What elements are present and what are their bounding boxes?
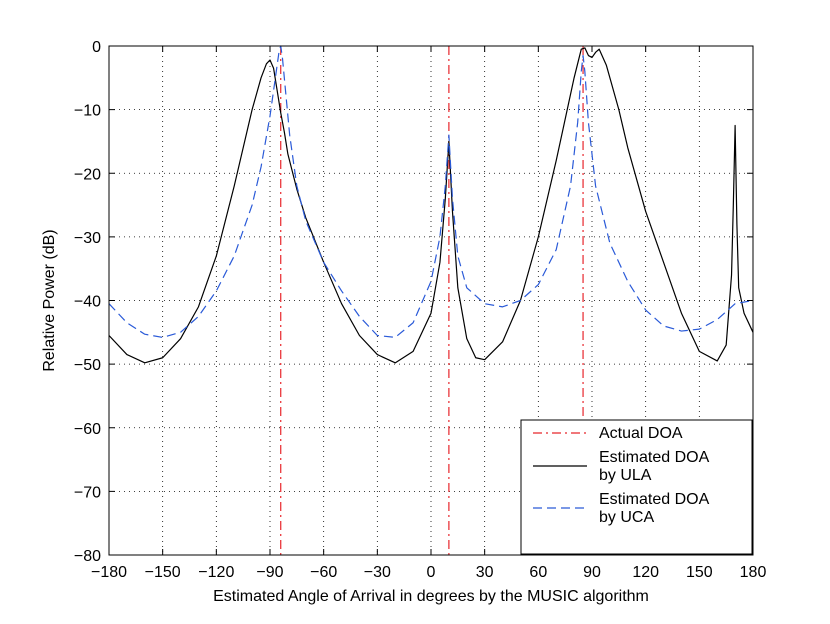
x-tick-label: 0 [427,564,436,581]
x-tick-label: −90 [256,564,283,581]
y-tick-label: −40 [74,294,101,311]
y-tick-label: −70 [74,484,101,501]
x-tick-label: 120 [632,564,659,581]
x-tick-label: 30 [476,564,494,581]
uca-series-line [108,45,754,338]
y-tick-label: −20 [74,166,101,183]
x-axis-title: Estimated Angle of Arrival in degrees by… [213,588,649,605]
x-tick-label: 90 [583,564,601,581]
legend-label: by ULA [599,467,652,484]
x-tick-label: 180 [740,564,767,581]
x-tick-label: −60 [310,564,337,581]
tick-layer: −180 −150 −120 −90 −60 −30 0 30 60 90 120 150 180 −80… [74,39,767,581]
x-tick-label: −180 [91,564,127,581]
x-tick-label: 60 [529,564,547,581]
x-tick-label: −120 [198,564,234,581]
legend-label: by UCA [599,509,654,526]
y-tick-label: −30 [74,230,101,247]
data-layer [108,45,754,555]
legend-label: Actual DOA [599,425,683,442]
legend-label: Estimated DOA [599,491,710,508]
y-tick-label: −60 [74,421,101,438]
y-axis-title: Relative Power (dB) [41,229,58,371]
x-tick-label: −150 [145,564,181,581]
ula-series-line [108,47,754,364]
x-tick-label: 150 [686,564,713,581]
legend-box [520,419,753,555]
legend-label: Estimated DOA [599,449,710,466]
y-tick-label: −10 [74,103,101,120]
y-tick-label: −50 [74,357,101,374]
y-tick-label: −80 [74,548,101,565]
y-tick-label: 0 [92,39,101,56]
x-tick-label: −30 [364,564,391,581]
